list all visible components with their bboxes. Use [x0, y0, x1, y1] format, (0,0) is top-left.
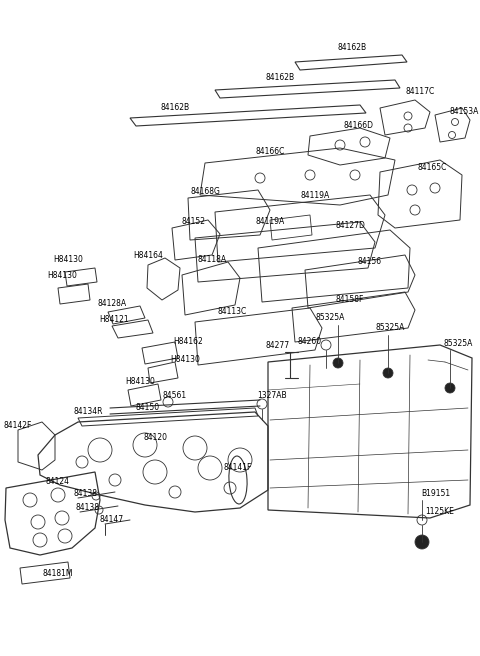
Text: 84260: 84260 — [298, 337, 322, 346]
Text: 84561: 84561 — [163, 390, 187, 400]
Text: 84150: 84150 — [136, 403, 160, 413]
Text: 84181M: 84181M — [43, 569, 73, 579]
Text: 84152: 84152 — [182, 218, 206, 226]
Text: 84168G: 84168G — [190, 188, 220, 197]
Text: 84113C: 84113C — [217, 308, 247, 316]
Text: H84130: H84130 — [125, 377, 155, 386]
Text: 84156: 84156 — [358, 258, 382, 266]
Text: H84162: H84162 — [173, 337, 203, 346]
Text: 84165C: 84165C — [417, 163, 447, 173]
Text: H84164: H84164 — [133, 251, 163, 260]
Text: 84138: 84138 — [76, 504, 100, 512]
Text: 84119A: 84119A — [300, 190, 330, 199]
Text: 84120: 84120 — [143, 434, 167, 443]
Text: 1125KE: 1125KE — [426, 508, 455, 516]
Text: 85325A: 85325A — [315, 314, 345, 323]
Text: 84117C: 84117C — [406, 87, 434, 96]
Circle shape — [383, 368, 393, 378]
Text: H84121: H84121 — [99, 316, 129, 325]
Text: 84158F: 84158F — [336, 295, 364, 304]
Text: B19151: B19151 — [421, 489, 451, 499]
Text: 84162B: 84162B — [160, 104, 190, 112]
Text: 84119A: 84119A — [255, 218, 285, 226]
Text: 84153A: 84153A — [449, 108, 479, 117]
Text: H84130: H84130 — [53, 255, 83, 264]
Text: 84142F: 84142F — [4, 422, 32, 430]
Text: 84124: 84124 — [46, 478, 70, 487]
Text: 85325A: 85325A — [375, 323, 405, 333]
Text: 84128A: 84128A — [97, 300, 127, 308]
Text: 84162B: 84162B — [337, 43, 367, 52]
Text: H84130: H84130 — [47, 272, 77, 281]
Text: 84141F: 84141F — [224, 464, 252, 472]
Text: 84134R: 84134R — [73, 407, 103, 417]
Text: 85325A: 85325A — [444, 338, 473, 348]
Text: 84166D: 84166D — [343, 121, 373, 129]
Text: H84130: H84130 — [170, 356, 200, 365]
Text: 84127D: 84127D — [335, 220, 365, 230]
Circle shape — [445, 383, 455, 393]
Circle shape — [333, 358, 343, 368]
Text: 1327AB: 1327AB — [257, 392, 287, 401]
Text: 84162B: 84162B — [265, 73, 295, 83]
Text: 84118A: 84118A — [197, 255, 227, 264]
Text: 84138: 84138 — [73, 489, 97, 499]
Text: 84147: 84147 — [100, 516, 124, 525]
Text: 84166C: 84166C — [255, 148, 285, 157]
Circle shape — [415, 535, 429, 549]
Text: 84277: 84277 — [266, 340, 290, 350]
